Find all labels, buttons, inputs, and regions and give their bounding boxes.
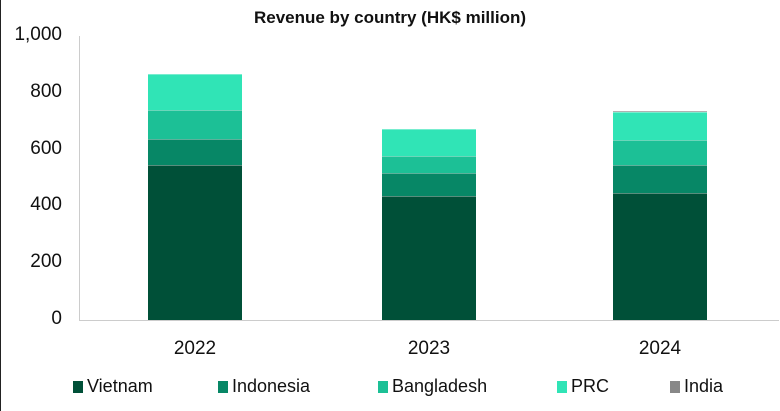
- bar-segment-india: [613, 110, 707, 113]
- bar-segment-vietnam: [382, 195, 476, 320]
- legend-item-india: India: [670, 376, 723, 397]
- legend-label: PRC: [571, 376, 610, 396]
- bar-2023: [382, 0, 476, 411]
- x-tick-label: 2023: [407, 338, 451, 359]
- legend-label: India: [684, 376, 724, 396]
- bar-2022: [148, 0, 242, 411]
- y-tick-label: 800: [30, 80, 62, 102]
- legend-swatch-icon: [73, 380, 83, 393]
- legend-item-vietnam: Vietnam: [73, 376, 153, 397]
- y-tick-label: 400: [30, 194, 62, 216]
- bar-segment-indonesia: [148, 139, 242, 165]
- bar-segment-vietnam: [148, 164, 242, 320]
- bar-segment-bangladesh: [148, 110, 242, 140]
- x-axis-line: [79, 320, 779, 321]
- y-tick-label: 0: [51, 308, 62, 329]
- legend-item-bangladesh: Bangladesh: [378, 376, 487, 397]
- y-tick-label: 600: [30, 137, 62, 159]
- y-tick-label: 200: [30, 251, 62, 273]
- legend-item-indonesia: Indonesia: [218, 376, 310, 397]
- legend-swatch-icon: [670, 380, 680, 393]
- bar-segment-prc: [613, 112, 707, 140]
- x-tick-label: 2022: [173, 338, 217, 359]
- y-tick-label: 1,000: [14, 24, 62, 45]
- y-axis-line: [79, 36, 80, 320]
- chart-title: Revenue by country (HK$ million): [253, 8, 527, 27]
- legend-swatch-icon: [218, 380, 228, 393]
- legend-item-prc: PRC: [557, 376, 609, 397]
- bar-segment-vietnam: [613, 193, 707, 320]
- legend: Vietnam Indonesia Bangladesh PRC India: [0, 376, 780, 398]
- legend-label: Bangladesh: [392, 376, 488, 396]
- bar-segment-indonesia: [382, 172, 476, 196]
- legend-swatch-icon: [557, 380, 567, 393]
- bar-segment-prc: [382, 128, 476, 157]
- bar-segment-indonesia: [613, 164, 707, 194]
- legend-label: Vietnam: [87, 376, 153, 396]
- bar-segment-prc: [148, 74, 242, 111]
- legend-label: Indonesia: [232, 376, 311, 396]
- bar-segment-bangladesh: [382, 156, 476, 173]
- frame-border: [0, 0, 1, 411]
- x-tick-label: 2024: [638, 338, 682, 359]
- bar-2024: [613, 0, 707, 411]
- legend-swatch-icon: [378, 380, 388, 393]
- bar-segment-bangladesh: [613, 139, 707, 165]
